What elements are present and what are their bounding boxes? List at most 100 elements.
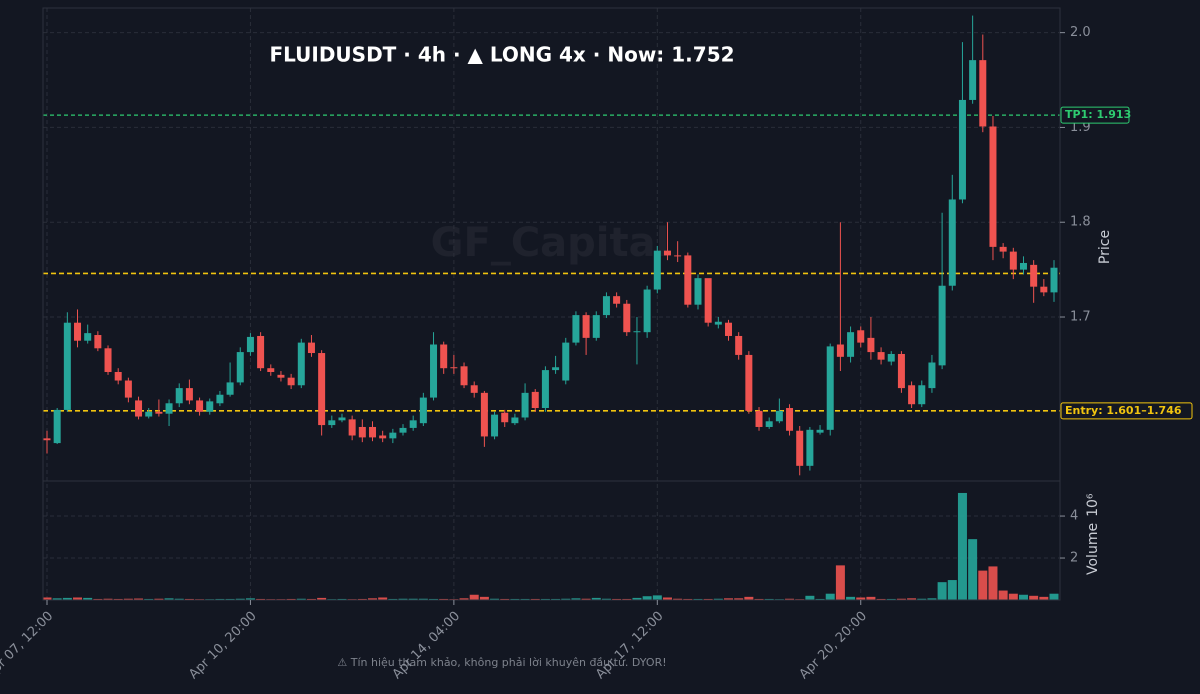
candle-body bbox=[958, 99, 966, 200]
candle-body bbox=[114, 371, 122, 381]
candle-body bbox=[745, 354, 753, 411]
volume-bar bbox=[469, 594, 479, 600]
candle-body bbox=[887, 353, 895, 362]
candle-body bbox=[918, 385, 926, 405]
candle-body bbox=[1030, 264, 1038, 287]
volume-bar bbox=[957, 492, 967, 600]
candle-body bbox=[368, 426, 376, 438]
volume-bar bbox=[622, 598, 632, 600]
volume-bar bbox=[317, 597, 327, 600]
candle-body bbox=[409, 420, 417, 428]
candle-body bbox=[684, 255, 692, 305]
y-tick-label: 2.0 bbox=[1070, 25, 1091, 40]
candle-body bbox=[318, 353, 326, 426]
volume-bar bbox=[113, 598, 123, 600]
volume-bar bbox=[754, 598, 764, 600]
candle-body bbox=[277, 374, 285, 378]
volume-bar bbox=[490, 598, 500, 600]
candle-body bbox=[1050, 267, 1058, 293]
volume-bar bbox=[256, 598, 266, 600]
volume-bar bbox=[937, 582, 947, 600]
candle-body bbox=[562, 342, 570, 381]
volume-bar bbox=[378, 597, 388, 600]
volume-bar bbox=[1039, 596, 1049, 600]
candle-body bbox=[674, 255, 682, 257]
candle-body bbox=[1019, 262, 1027, 270]
candle-body bbox=[572, 315, 580, 343]
volume-bar bbox=[418, 598, 428, 600]
volume-bar bbox=[225, 598, 235, 600]
candle-body bbox=[43, 438, 51, 441]
candle-body bbox=[836, 344, 844, 357]
candle-body bbox=[806, 429, 814, 466]
volume-bar bbox=[520, 598, 530, 600]
chart-title: FLUIDUSDT · 4h · ▲ LONG 4x · Now: 1.752 bbox=[269, 43, 734, 67]
candle-body bbox=[969, 60, 977, 100]
volume-bar bbox=[683, 598, 693, 600]
candle-body bbox=[379, 435, 387, 439]
volume-bar bbox=[896, 598, 906, 600]
candle-body bbox=[307, 342, 315, 354]
candle-body bbox=[226, 382, 234, 395]
volume-bar bbox=[988, 566, 998, 600]
candle-body bbox=[663, 250, 671, 256]
volume-bar bbox=[662, 597, 672, 600]
candle-body bbox=[328, 420, 336, 426]
candle-body bbox=[877, 352, 885, 360]
volume-bar bbox=[1008, 593, 1018, 600]
volume-bar bbox=[642, 596, 652, 600]
volume-bar bbox=[1049, 593, 1059, 600]
candle-body bbox=[63, 322, 71, 410]
candle-body bbox=[155, 411, 163, 414]
candle-body bbox=[694, 278, 702, 305]
volume-bar bbox=[652, 595, 662, 600]
volume-bar bbox=[825, 593, 835, 600]
volume-bar bbox=[52, 598, 62, 600]
candle-body bbox=[531, 391, 539, 409]
candle-body bbox=[287, 377, 295, 386]
candle-body bbox=[928, 362, 936, 389]
candle-body bbox=[643, 289, 651, 333]
volume-bar bbox=[673, 598, 683, 600]
volume-bar bbox=[581, 598, 591, 600]
volume-bar bbox=[73, 597, 83, 600]
volume-bar bbox=[703, 598, 713, 600]
volume-bar bbox=[144, 598, 154, 600]
candle-body bbox=[826, 346, 834, 430]
volume-bar bbox=[357, 598, 367, 600]
candle-body bbox=[908, 385, 916, 405]
candle-body bbox=[755, 410, 763, 427]
candle-body bbox=[582, 315, 590, 338]
volume-bar bbox=[500, 598, 510, 600]
candle-body bbox=[124, 380, 132, 398]
volume-bar bbox=[886, 598, 896, 600]
candle-body bbox=[816, 429, 824, 433]
candle-body bbox=[501, 412, 509, 423]
volume-bar bbox=[296, 598, 306, 600]
candle-body bbox=[491, 414, 499, 437]
candle-body bbox=[84, 333, 92, 341]
volume-bar bbox=[713, 598, 723, 600]
candle-body bbox=[541, 370, 549, 409]
volume-bar bbox=[42, 597, 52, 600]
candle-body bbox=[796, 430, 804, 466]
candle-body bbox=[786, 408, 794, 431]
candle-body bbox=[653, 250, 661, 290]
volume-label: Volume bbox=[1085, 523, 1101, 575]
candle-body bbox=[257, 335, 265, 369]
level-label-box bbox=[1060, 402, 1193, 420]
volume-bar bbox=[561, 598, 571, 600]
candle-body bbox=[521, 392, 529, 418]
candle-body bbox=[948, 199, 956, 286]
candle-body bbox=[857, 330, 865, 343]
candle-body bbox=[602, 296, 610, 316]
volume-bar bbox=[439, 598, 449, 600]
volume-bar bbox=[551, 598, 561, 600]
level-label-box bbox=[1060, 106, 1130, 124]
candle-body bbox=[165, 403, 173, 414]
plot-area bbox=[42, 8, 1060, 600]
volume-bar bbox=[62, 597, 72, 600]
candle-body bbox=[297, 342, 305, 386]
candle-body bbox=[480, 392, 488, 437]
